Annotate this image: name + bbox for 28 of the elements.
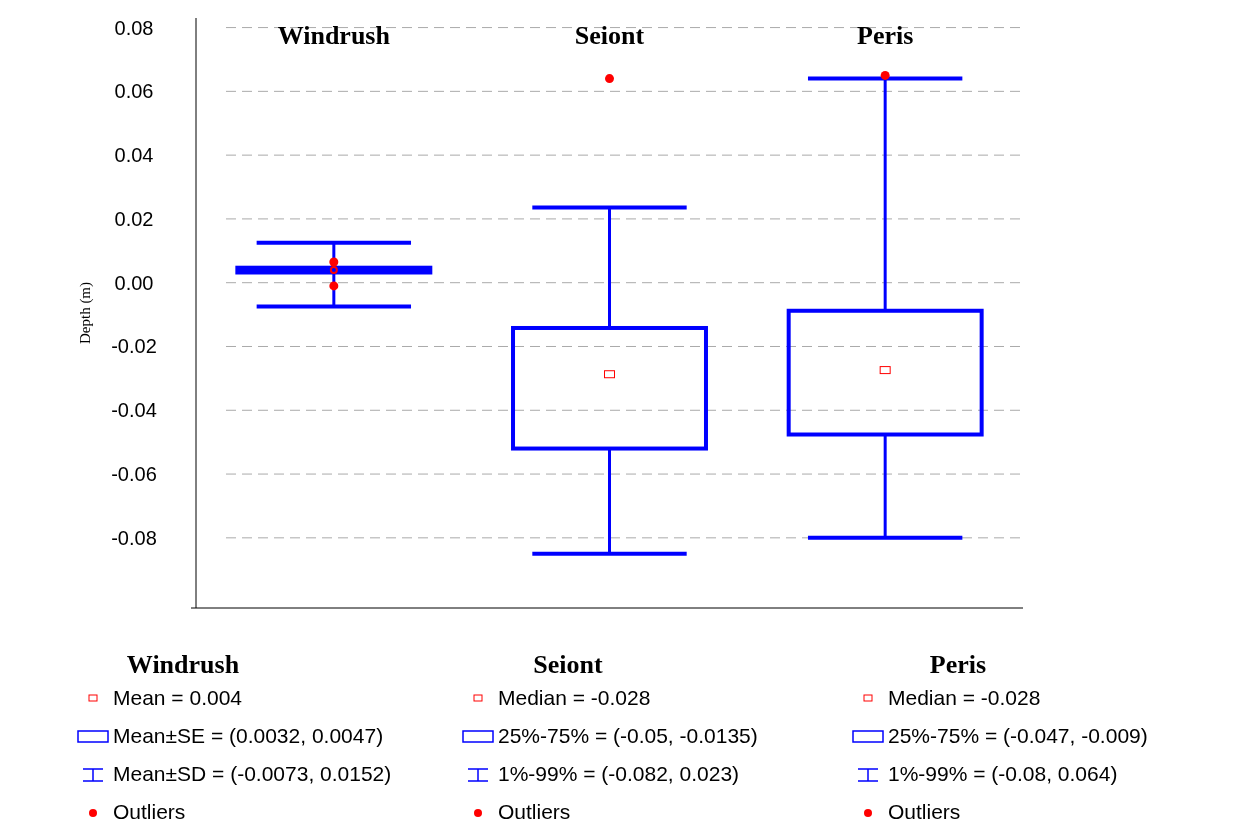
text: 25%-75% = (-0.05, -0.0135) [498, 724, 758, 747]
y-tick-label: 0.06 [114, 80, 154, 103]
text: Median = -0.028 [498, 686, 651, 709]
text: Mean = 0.004 [113, 686, 243, 709]
text: Outliers [888, 800, 961, 823]
text: Mean±SE = (0.0032, 0.0047) [113, 724, 384, 747]
y-tick-label: -0.08 [111, 526, 157, 549]
y-tick-label: -0.06 [111, 463, 157, 486]
text: Windrush [126, 650, 240, 679]
text: 25%-75% = (-0.047, -0.009) [888, 724, 1148, 747]
y-tick-label: 0.00 [114, 271, 154, 294]
text: 1%-99% = (-0.082, 0.023) [498, 762, 740, 785]
text: Mean±SD = (-0.0073, 0.0152) [113, 762, 392, 785]
x-tick-label: Windrush [277, 21, 391, 50]
text: Outliers [113, 800, 186, 823]
text: Peris [929, 650, 987, 679]
text: Outliers [498, 800, 571, 823]
text: Median = -0.028 [888, 686, 1041, 709]
y-tick-label: 0.08 [114, 16, 154, 39]
text: 1%-99% = (-0.08, 0.064) [888, 762, 1118, 785]
y-axis-title: Depth (m) [77, 281, 94, 345]
y-tick-label: 0.04 [114, 144, 154, 167]
text: Seiont [533, 650, 604, 679]
y-tick-label: -0.02 [111, 335, 157, 358]
x-tick-label: Peris [857, 21, 914, 50]
y-tick-label: 0.02 [114, 207, 154, 230]
y-tick-label: -0.04 [111, 399, 157, 422]
x-tick-label: Seiont [574, 21, 645, 50]
